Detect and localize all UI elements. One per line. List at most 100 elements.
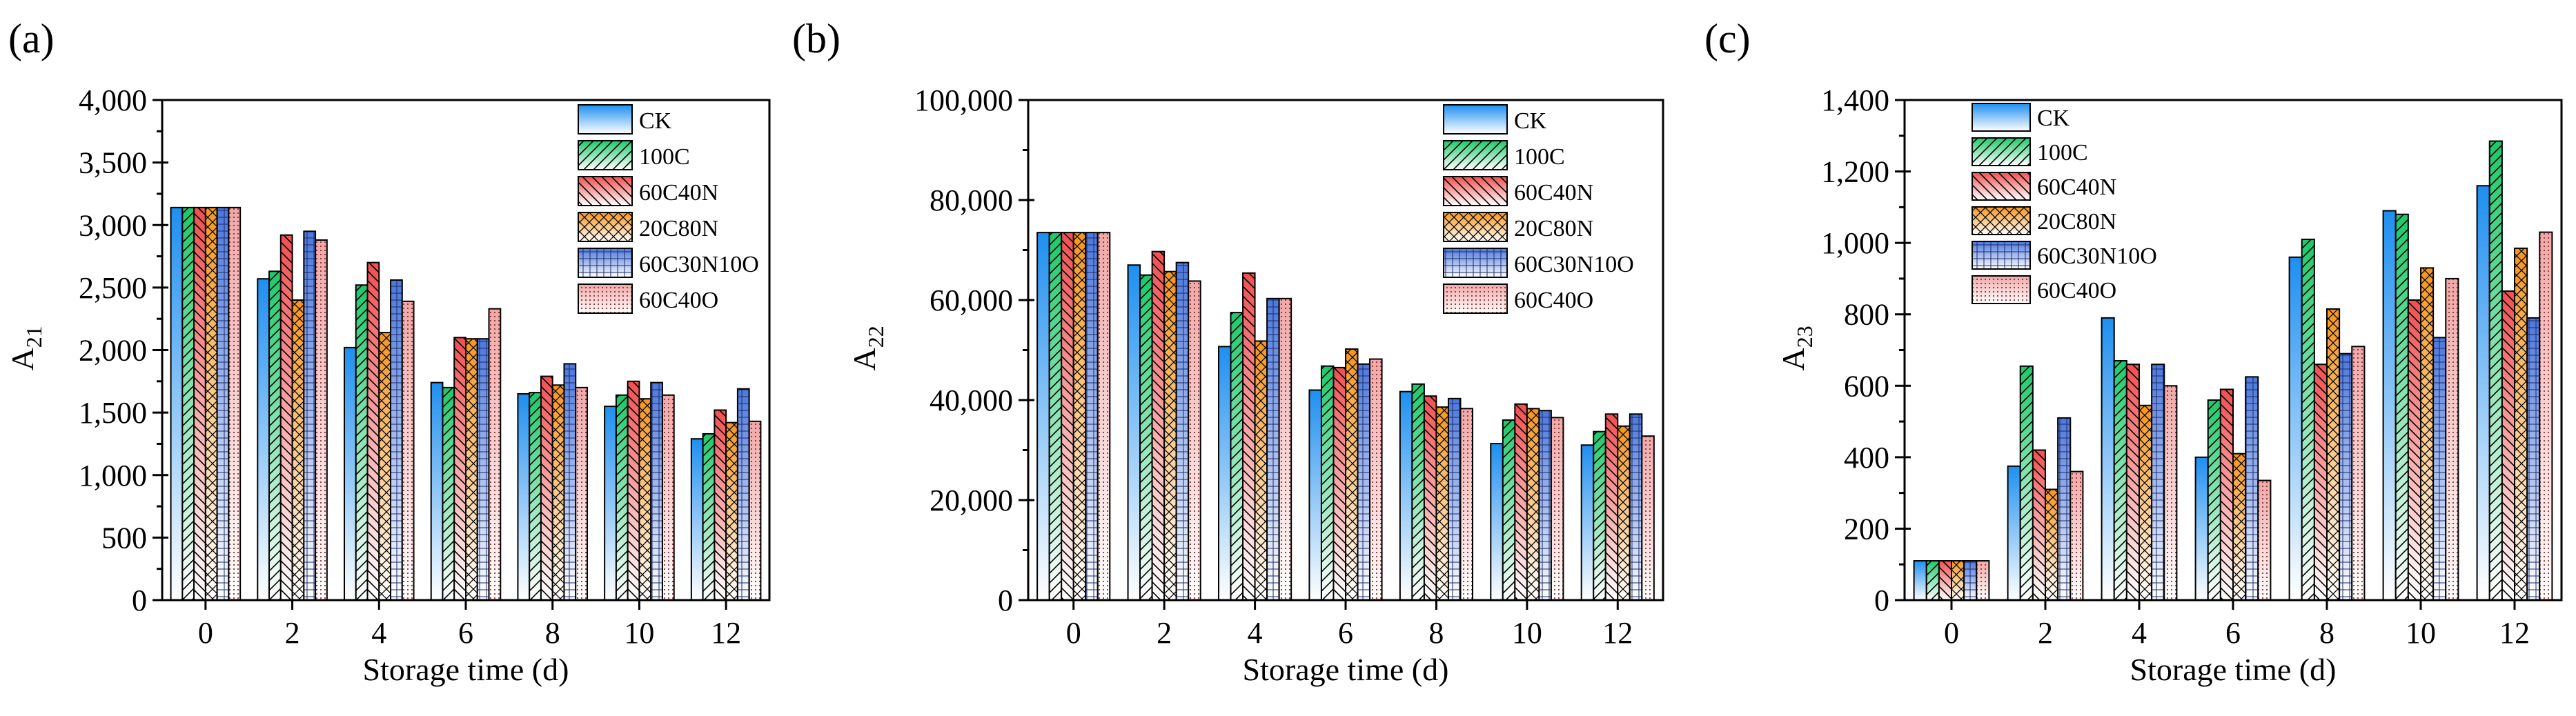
y-tick-label: 1,500 [79, 396, 147, 430]
bar-60c40o-8d [2351, 346, 2366, 601]
legend-swatch [1443, 176, 1508, 206]
bar-60c30n10o-4d [2151, 364, 2165, 601]
y-tick-label: 3,500 [79, 146, 147, 180]
bar-100c-0d [1925, 560, 1940, 601]
bar-60c40n-0d [193, 206, 206, 601]
bar-60c30n10o-4d [390, 279, 403, 601]
bar-100c-0d [181, 206, 195, 601]
bar-60c30n10o-12d [736, 388, 750, 601]
bar-ck-10d [1490, 443, 1504, 601]
bar-ck-2d [1127, 264, 1141, 601]
legend-label: 60C30N10O [639, 252, 759, 277]
y-tick-label: 0 [132, 584, 147, 617]
bar-60c40n-0d [1938, 560, 1953, 601]
bar-100c-4d [2113, 360, 2127, 601]
bar-20c80n-6d [1345, 348, 1359, 601]
panel-label-c: (c) [1704, 16, 1751, 61]
bar-60c30n10o-12d [1629, 413, 1643, 601]
bar-100c-2d [1139, 274, 1153, 601]
legend-item-60c40o: 60C40O [578, 284, 718, 314]
bar-ck-8d [2288, 256, 2303, 601]
bar-100c-2d [268, 270, 282, 601]
bar-20c80n-8d [2326, 308, 2341, 601]
bar-ck-0d [1036, 232, 1050, 601]
x-tick-label: 8 [2319, 616, 2334, 650]
bar-60c40n-10d [1514, 403, 1528, 601]
bar-20c80n-0d [1951, 560, 1965, 601]
bar-100c-6d [1320, 365, 1335, 601]
bar-60c30n10o-8d [1447, 397, 1462, 601]
x-tick-label: 10 [1512, 616, 1542, 650]
chart-a: 0 500 1,000 1,500 2,000 2,500 3,000 3,500 4,000 0… [5, 83, 771, 687]
bar-100c-2d [2019, 365, 2034, 601]
y-tick-label: 800 [1844, 298, 1889, 332]
bar-ck-2d [2007, 465, 2021, 601]
bar-ck-6d [430, 381, 444, 601]
legend-item-ck: CK [578, 104, 672, 135]
legend-label: 60C30N10O [2037, 243, 2157, 269]
bar-60c40n-10d [627, 380, 640, 601]
legend-swatch [578, 104, 633, 135]
bar-100c-12d [2488, 140, 2503, 601]
legend-swatch [578, 176, 633, 206]
legend-swatch [1443, 284, 1508, 314]
bar-100c-6d [442, 386, 455, 601]
bar-60c30n10o-4d [1266, 297, 1280, 601]
bar-100c-8d [2301, 238, 2315, 601]
bar-60c40n-2d [1151, 250, 1166, 601]
bar-60c40n-4d [1242, 272, 1256, 601]
bar-20c80n-12d [2514, 247, 2528, 601]
bar-60c40n-10d [2407, 299, 2422, 601]
x-tick-label: 12 [711, 616, 741, 650]
bar-20c80n-12d [1617, 425, 1631, 601]
bar-60c40n-4d [366, 261, 380, 601]
bar-60c30n10o-2d [2057, 417, 2072, 601]
bar-60c40o-4d [401, 300, 415, 601]
legend-item-60c40n: 60C40N [578, 176, 718, 206]
bar-20c80n-0d [204, 206, 218, 601]
bar-60c30n10o-8d [2339, 352, 2353, 601]
legend-label: 100C [639, 144, 690, 170]
bar-60c40n-12d [714, 409, 727, 601]
bar-60c30n10o-0d [216, 206, 230, 601]
x-tick-label: 4 [2132, 616, 2147, 650]
bar-60c40o-8d [575, 386, 589, 601]
y-tick-label: 600 [1844, 369, 1889, 403]
bar-20c80n-2d [2045, 488, 2059, 601]
bar-100c-0d [1048, 232, 1063, 601]
y-tick-label: 1,200 [1821, 155, 1889, 189]
legend-label: 60C30N10O [1514, 252, 1634, 277]
bar-100c-4d [355, 284, 368, 601]
legend-label: 60C40O [1514, 288, 1593, 313]
x-tick-label: 6 [2225, 616, 2241, 650]
x-tick-label: 12 [1602, 616, 1633, 650]
bar-60c30n10o-2d [303, 230, 317, 601]
bar-20c80n-2d [291, 299, 305, 601]
legend-swatch [1972, 172, 2031, 201]
bar-20c80n-4d [1254, 340, 1268, 601]
legend-item-ck: CK [1443, 104, 1547, 135]
x-tick-label: 2 [2038, 616, 2053, 650]
bar-60c40n-2d [279, 234, 293, 601]
x-axis-title: Storage time (d) [1243, 652, 1449, 687]
bar-20c80n-8d [1435, 406, 1449, 601]
x-tick-label: 8 [545, 616, 560, 650]
legend-swatch [1972, 275, 2031, 304]
legend-label: 60C40O [2037, 278, 2116, 304]
y-tick-label: 500 [101, 521, 147, 555]
y-tick-label: 0 [1874, 584, 1889, 617]
bar-100c-12d [702, 432, 716, 601]
legend-item-60c30n10o: 60C30N10O [1443, 248, 1634, 278]
y-tick-label: 2,500 [79, 271, 147, 305]
bar-100c-10d [1502, 419, 1516, 601]
bar-ck-10d [604, 406, 617, 601]
bar-60c30n10o-6d [2245, 376, 2259, 601]
bar-60c40o-2d [315, 239, 328, 601]
legend-item-60c30n10o: 60C30N10O [1972, 241, 2157, 270]
bar-ck-0d [1913, 560, 1927, 601]
bar-20c80n-10d [2420, 267, 2435, 601]
chart-c: 0 200 400 600 800 1,000 1,200 1,400 0 2 4 6 8 10 12 Sto… [1776, 83, 2563, 687]
bar-60c40n-8d [540, 375, 553, 601]
bar-ck-0d [170, 206, 184, 601]
